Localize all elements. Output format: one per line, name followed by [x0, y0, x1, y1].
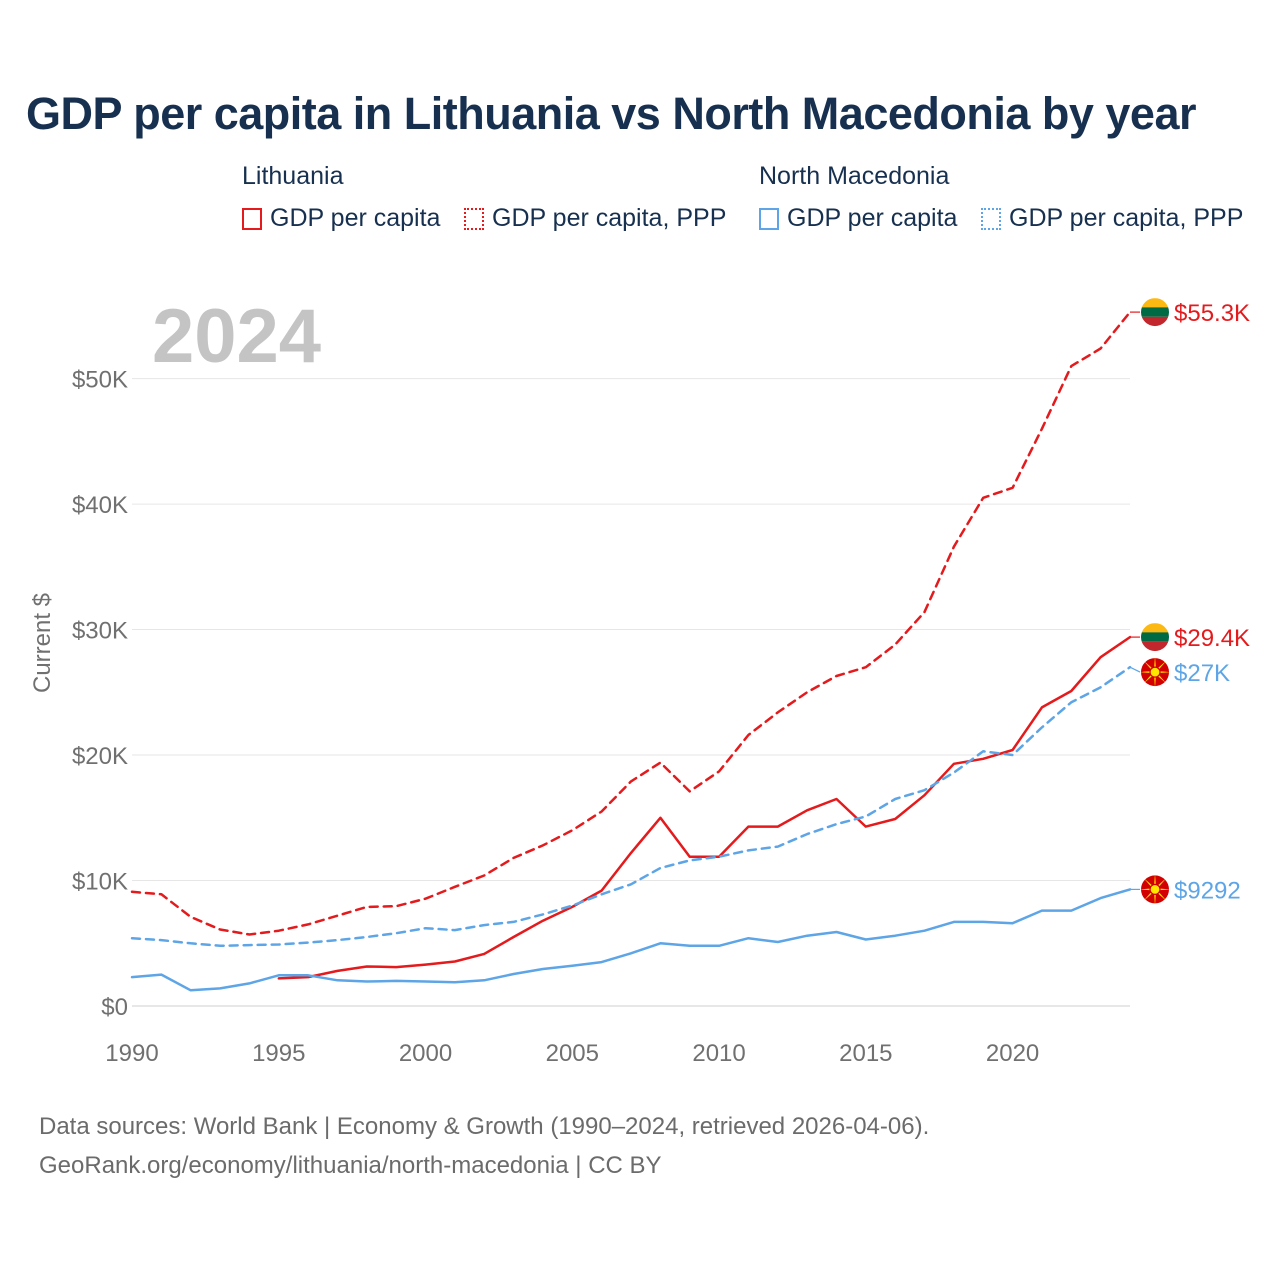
legend-swatch-dotted-icon	[464, 207, 484, 230]
y-tick-label: $50K	[72, 367, 128, 394]
x-tick-label: 2000	[399, 1040, 452, 1067]
legend-item-label: GDP per capita, PPP	[1009, 204, 1244, 232]
legend-swatch-dotted-icon	[981, 207, 1001, 230]
grid	[132, 378, 1130, 1007]
footer-sources: Data sources: World Bank | Economy & Gro…	[39, 1113, 930, 1140]
end-labels: $55.3K $29.4K $27K $9292	[1129, 298, 1250, 904]
x-tick-label: 2015	[839, 1040, 892, 1067]
x-tick-label: 1990	[105, 1040, 158, 1067]
legend-swatch-solid-icon	[759, 207, 779, 230]
legend-item-label: GDP per capita	[270, 204, 441, 232]
legend-swatch-solid-icon	[242, 207, 262, 230]
lithuania-flag-icon	[1141, 298, 1169, 327]
chart-title: GDP per capita in Lithuania vs North Mac…	[26, 88, 1196, 139]
y-axis-label: Current $	[29, 593, 56, 693]
lithuania-flag-icon	[1141, 623, 1169, 652]
y-tick-label: $10K	[72, 869, 128, 896]
leader-line	[1129, 666, 1141, 673]
legend-item-lithuania-gdp[interactable]: GDP per capita	[242, 204, 440, 233]
end-value-label: $29.4K	[1174, 625, 1250, 652]
end-value-label: $27K	[1174, 660, 1230, 687]
series-line	[130, 888, 1132, 992]
legend-item-label: GDP per capita	[787, 204, 958, 232]
y-tick-label: $0	[101, 994, 128, 1021]
legend-item-label: GDP per capita, PPP	[492, 204, 727, 232]
legend-item-north-macedonia-gdp[interactable]: GDP per capita	[759, 204, 957, 233]
y-tick-label: $30K	[72, 618, 128, 645]
x-axis-ticks: 1990 1995 2000 2005 2010 2015 2020	[105, 1040, 1039, 1067]
line-chart: 2024 Current $ $0 $10K $20K $30K $40K $50K 19…	[29, 294, 1250, 1067]
legend-group-north-macedonia: North Macedonia	[759, 162, 950, 190]
legend-item-north-macedonia-gdp-ppp[interactable]: GDP per capita, PPP	[981, 204, 1243, 233]
end-value-label: $55.3K	[1174, 300, 1250, 327]
series-line	[130, 310, 1132, 936]
series-layer	[130, 310, 1132, 992]
legend-item-lithuania-gdp-ppp[interactable]: GDP per capita, PPP	[464, 204, 726, 233]
x-tick-label: 2020	[986, 1040, 1039, 1067]
footer-link[interactable]: GeoRank.org/economy/lithuania/north-mace…	[39, 1152, 662, 1179]
series-line	[130, 665, 1132, 948]
series-line	[277, 635, 1132, 980]
legend-group-lithuania: Lithuania	[242, 162, 344, 190]
north-macedonia-flag-icon	[1141, 875, 1169, 904]
y-tick-label: $20K	[72, 743, 128, 770]
year-watermark: 2024	[152, 294, 321, 379]
y-tick-label: $40K	[72, 492, 128, 519]
x-tick-label: 1995	[252, 1040, 305, 1067]
x-tick-label: 2005	[546, 1040, 599, 1067]
end-value-label: $9292	[1174, 877, 1241, 904]
y-axis-ticks: $0 $10K $20K $30K $40K $50K	[72, 367, 128, 1021]
footer: Data sources: World Bank | Economy & Gro…	[39, 1107, 929, 1185]
x-tick-label: 2010	[692, 1040, 745, 1067]
north-macedonia-flag-icon	[1141, 658, 1169, 687]
